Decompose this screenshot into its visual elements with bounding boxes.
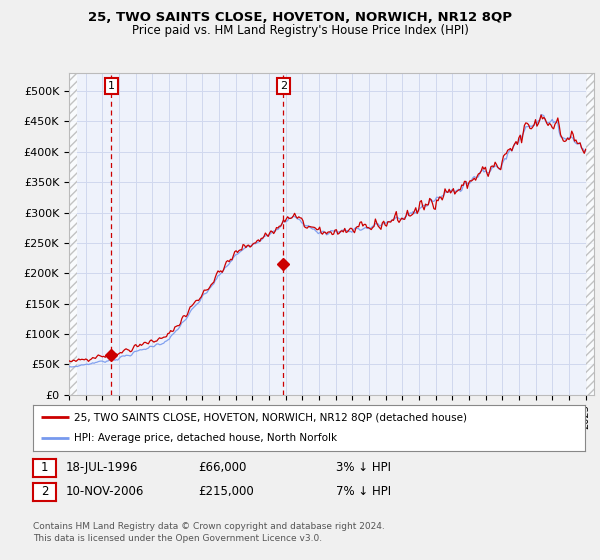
Bar bbox=[69, 73, 77, 395]
Text: 25, TWO SAINTS CLOSE, HOVETON, NORWICH, NR12 8QP: 25, TWO SAINTS CLOSE, HOVETON, NORWICH, … bbox=[88, 11, 512, 24]
Text: Contains HM Land Registry data © Crown copyright and database right 2024.
This d: Contains HM Land Registry data © Crown c… bbox=[33, 522, 385, 543]
Text: £66,000: £66,000 bbox=[198, 461, 247, 474]
Text: Price paid vs. HM Land Registry's House Price Index (HPI): Price paid vs. HM Land Registry's House … bbox=[131, 24, 469, 36]
Text: £215,000: £215,000 bbox=[198, 486, 254, 498]
Text: 2: 2 bbox=[280, 81, 287, 91]
Text: 3% ↓ HPI: 3% ↓ HPI bbox=[336, 461, 391, 474]
Text: HPI: Average price, detached house, North Norfolk: HPI: Average price, detached house, Nort… bbox=[74, 433, 338, 444]
Text: 25, TWO SAINTS CLOSE, HOVETON, NORWICH, NR12 8QP (detached house): 25, TWO SAINTS CLOSE, HOVETON, NORWICH, … bbox=[74, 412, 467, 422]
Text: 18-JUL-1996: 18-JUL-1996 bbox=[66, 461, 139, 474]
Text: 1: 1 bbox=[41, 461, 48, 474]
Text: 7% ↓ HPI: 7% ↓ HPI bbox=[336, 486, 391, 498]
Text: 2: 2 bbox=[41, 486, 48, 498]
Text: 10-NOV-2006: 10-NOV-2006 bbox=[66, 486, 145, 498]
Text: 1: 1 bbox=[108, 81, 115, 91]
Bar bbox=[586, 73, 600, 395]
